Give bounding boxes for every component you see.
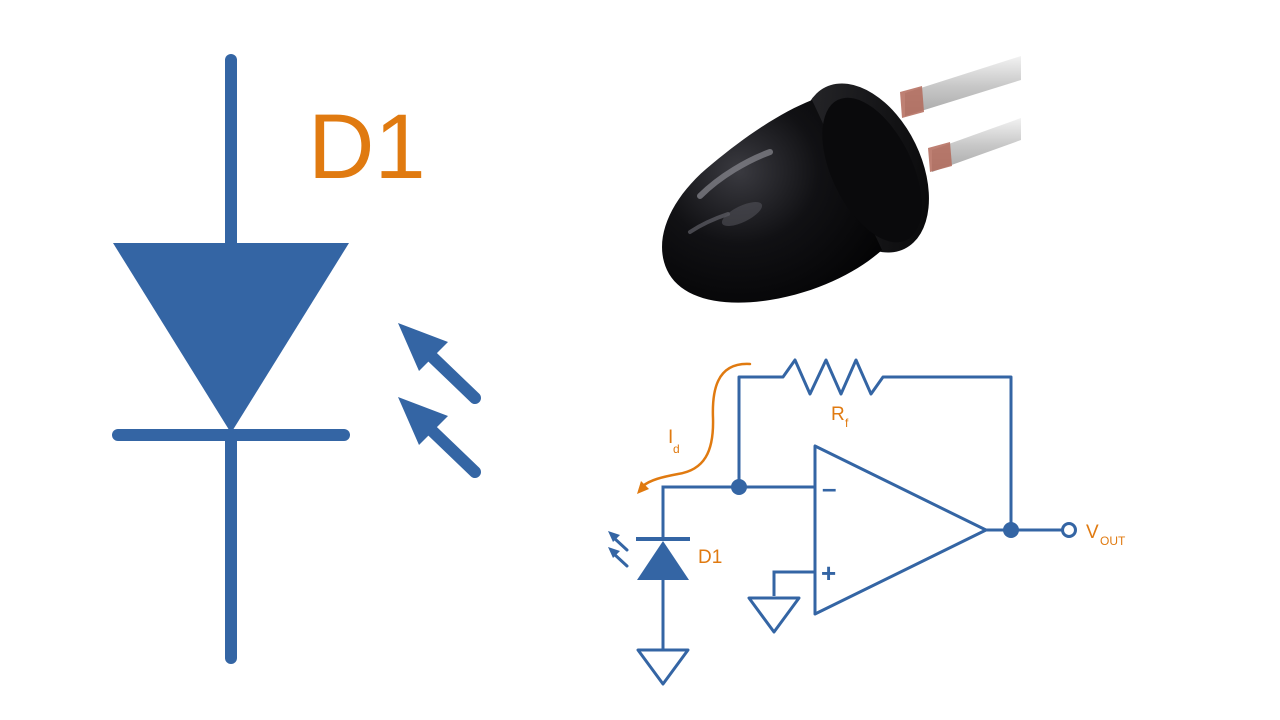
photodiode-symbol-icon: [112, 54, 350, 664]
opamp-triangle-icon: [813, 444, 988, 616]
svg-text:OUT: OUT: [1100, 534, 1126, 548]
noninverting-input-wire: [772, 570, 815, 596]
opamp-inverting-sign: –: [822, 473, 836, 503]
output-terminal-icon: [1061, 522, 1077, 538]
circuit-diode-triangle: [637, 541, 689, 580]
circuit-light-arrows-icon: [608, 531, 629, 568]
resistor-label: R f: [831, 404, 849, 430]
feedback-wire: [737, 358, 1013, 530]
inverting-input-wire: [661, 485, 815, 540]
svg-text:I: I: [668, 427, 673, 448]
svg-text:f: f: [845, 416, 849, 430]
current-flow-arrow: [641, 362, 752, 488]
ground-icon-diode: [636, 648, 690, 686]
svg-text:V: V: [1086, 522, 1099, 543]
output-label: V OUT: [1086, 522, 1126, 548]
summing-node: [731, 479, 747, 495]
circuit-diode-label: D1: [698, 547, 722, 568]
svg-text:d: d: [673, 442, 680, 456]
output-node: [1003, 522, 1019, 538]
photodiode-component-photo: [662, 56, 1021, 303]
component-lead-lower: [932, 118, 1021, 172]
component-lead-upper: [905, 56, 1021, 116]
incident-light-arrows-icon: [398, 323, 481, 478]
opamp-noninverting-sign: +: [821, 558, 836, 588]
ground-icon-opamp: [747, 596, 801, 634]
transimpedance-circuit: – +: [608, 358, 1077, 686]
symbol-designator: D1: [308, 96, 426, 198]
symbol-diode-triangle: [113, 243, 349, 433]
svg-text:R: R: [831, 404, 845, 425]
current-label: I d: [668, 427, 680, 456]
